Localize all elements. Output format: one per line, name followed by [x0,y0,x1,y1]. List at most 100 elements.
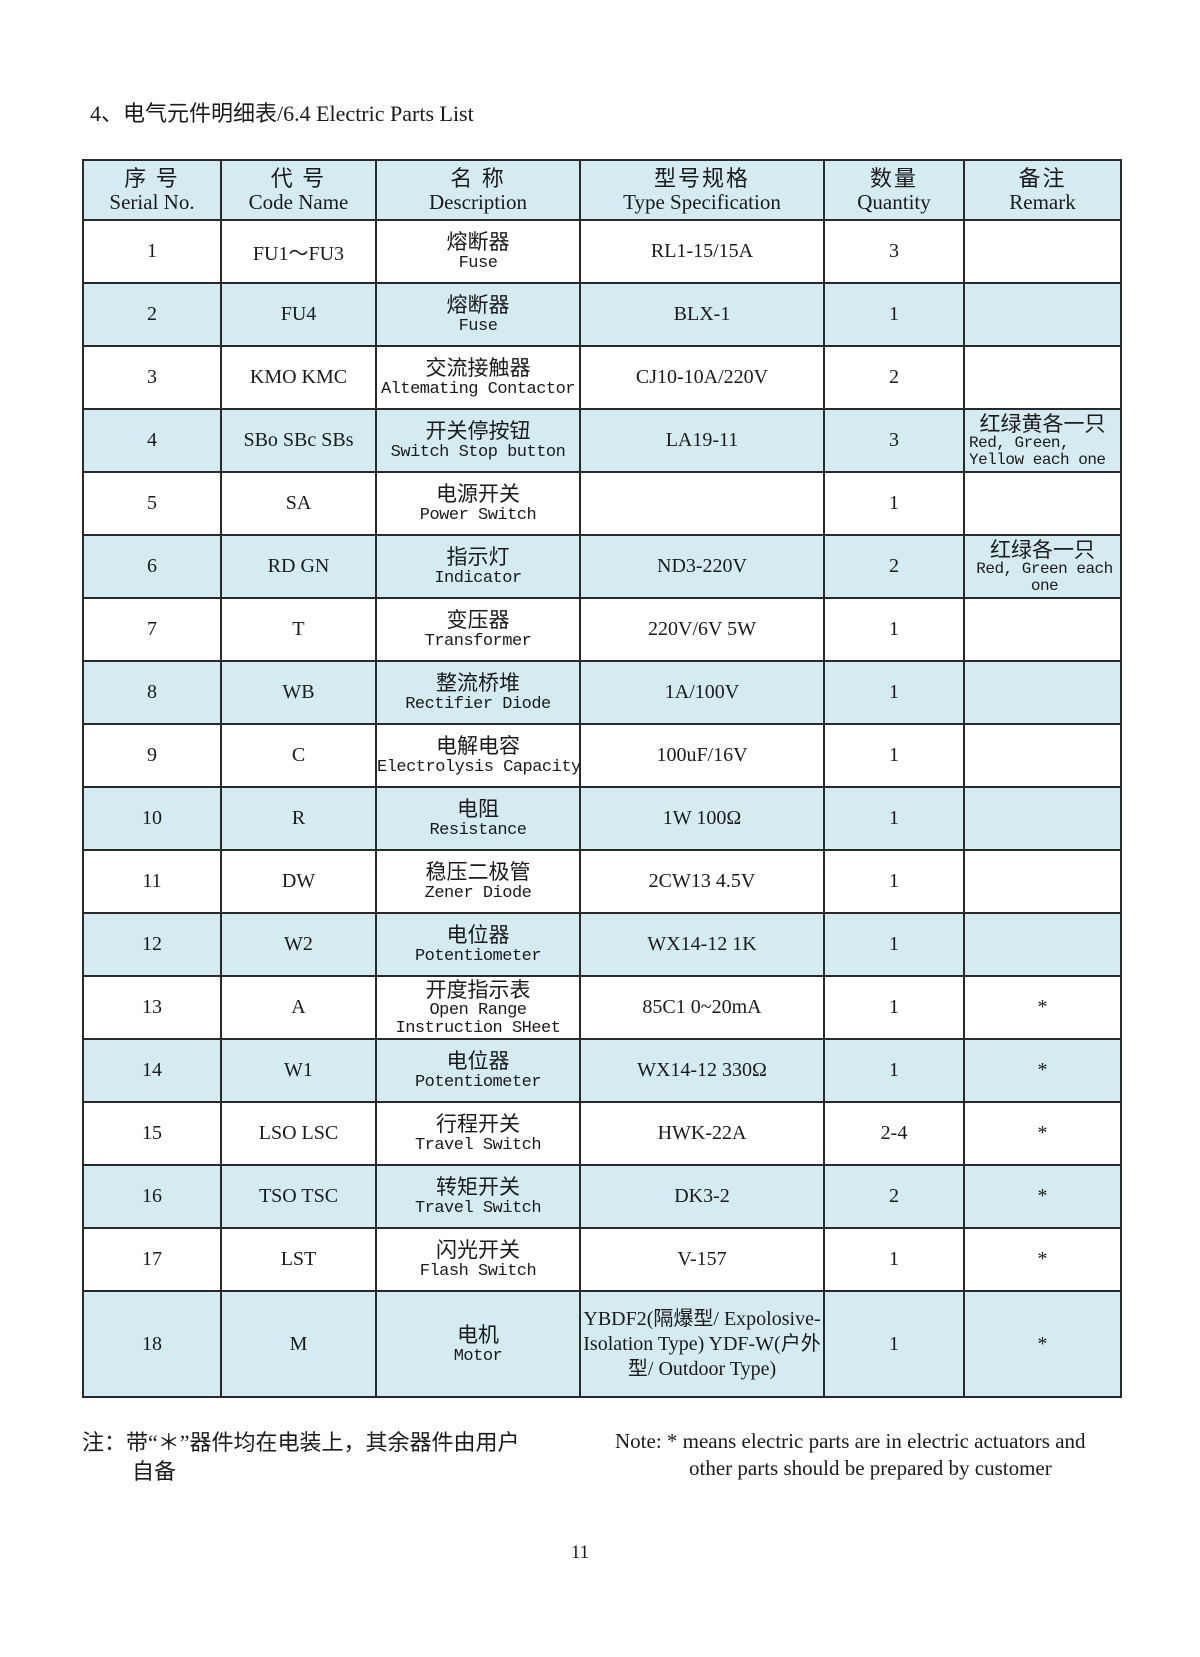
cell-quantity: 1 [823,282,965,347]
description-en: Power Switch [419,506,537,525]
cell-type-specification: RL1-15/15A [579,219,825,284]
cell-type-specification: YBDF2(隔爆型/ Expolosive-Isolation Type) YD… [579,1290,825,1398]
cell-serial-no: 12 [82,912,222,977]
cell-quantity: 3 [823,408,965,473]
cell-remark [963,282,1122,347]
cell-quantity: 2-4 [823,1101,965,1166]
header-en: Remark [1009,190,1076,214]
cell-code-name: FU4 [220,282,377,347]
description-cn: 熔断器 [446,230,510,254]
cell-description: 电机 Motor [375,1290,581,1398]
header-en: Serial No. [109,190,195,214]
header-cn: 序 号 [124,166,180,191]
header-remark: 备注 Remark [963,159,1122,221]
cell-remark: * [963,1164,1122,1229]
cell-code-name: C [220,723,377,788]
cell-code-name: SBo SBc SBs [220,408,377,473]
table-row: 3 KMO KMC 交流接触器 Altemating Contactor CJ10-10… [82,345,1122,410]
spec-text: ND3-220V [657,555,747,577]
cell-remark [963,723,1122,788]
cell-code-name: A [220,975,377,1040]
remark-en: Red, Green, Yellow each one [969,433,1106,469]
cell-description: 指示灯 Indicator [375,534,581,599]
cell-remark [963,660,1122,725]
table-row: 12 W2 电位器 Potentiometer WX14-12 1K 1 [82,912,1122,977]
description-en: Potentiometer [414,947,542,966]
description-en: Zener Diode [424,884,532,903]
table-row: 7 T 变压器 Transformer 220V/6V 5W 1 [82,597,1122,662]
cell-description: 电阻 Resistance [375,786,581,851]
description-cn: 电位器 [446,923,510,947]
cell-quantity: 3 [823,219,965,284]
cell-quantity: 1 [823,1227,965,1292]
cell-remark [963,471,1122,536]
table-row: 18 M 电机 Motor YBDF2(隔爆型/ Expolosive-Isolatio… [82,1290,1122,1398]
description-cn: 稳压二极管 [425,860,531,884]
cell-remark: * [963,1290,1122,1398]
cell-remark [963,219,1122,284]
spec-text: 220V/6V 5W [648,618,756,640]
cell-serial-no: 9 [82,723,222,788]
description-cn: 熔断器 [446,293,510,317]
cell-description: 交流接触器 Altemating Contactor [375,345,581,410]
cell-quantity: 2 [823,345,965,410]
table-row: 15 LSO LSC 行程开关 Travel Switch HWK-22A 2-4 * [82,1101,1122,1166]
cell-serial-no: 10 [82,786,222,851]
remark-cn: * [1037,1248,1048,1270]
spec-text: HWK-22A [657,1122,747,1144]
cell-remark: * [963,1038,1122,1103]
cell-type-specification: WX14-12 1K [579,912,825,977]
cell-serial-no: 5 [82,471,222,536]
description-cn: 开度指示表 [425,977,531,1002]
cell-serial-no: 2 [82,282,222,347]
table-row: 8 WB 整流桥堆 Rectifier Diode 1A/100V 1 [82,660,1122,725]
table-row: 9 C 电解电容 Electrolysis Capacity 100uF/16V 1 [82,723,1122,788]
cell-code-name: SA [220,471,377,536]
description-cn: 开关停按钮 [425,419,531,443]
cell-code-name: TSO TSC [220,1164,377,1229]
remark-cn: * [1037,1122,1048,1144]
table-row: 6 RD GN 指示灯 Indicator ND3-220V 2 红绿各一只 Red, Gre… [82,534,1122,599]
cell-description: 电位器 Potentiometer [375,912,581,977]
spec-text: CJ10-10A/220V [635,366,769,388]
description-en: Altemating Contactor [380,380,576,399]
description-cn: 变压器 [446,608,510,632]
spec-text: DK3-2 [674,1185,730,1207]
spec-text: 2CW13 4.5V [648,870,756,892]
cell-quantity: 1 [823,471,965,536]
cell-serial-no: 1 [82,219,222,284]
cell-code-name: W2 [220,912,377,977]
cell-code-name: M [220,1290,377,1398]
cell-type-specification: ND3-220V [579,534,825,599]
cell-serial-no: 6 [82,534,222,599]
description-en: Motor [453,1346,503,1366]
cell-code-name: T [220,597,377,662]
description-cn: 电解电容 [436,734,520,758]
description-cn: 交流接触器 [425,356,531,380]
description-en: Fuse [458,317,498,336]
cell-quantity: 1 [823,723,965,788]
header-cn: 代 号 [270,166,327,191]
note-en-line1: Note: * means electric parts are in elec… [615,1429,1086,1453]
cell-description: 变压器 Transformer [375,597,581,662]
header-cn: 型号规格 [653,166,750,191]
description-en: Potentiometer [414,1073,542,1092]
table-row: 5 SA 电源开关 Power Switch 1 [82,471,1122,536]
description-en: Travel Switch [414,1199,542,1218]
cell-remark: 红绿各一只 Red, Green each one [963,534,1122,599]
table-row: 2 FU4 熔断器 Fuse BLX-1 1 [82,282,1122,347]
cell-code-name: R [220,786,377,851]
cell-quantity: 1 [823,786,965,851]
header-cn: 备注 [1018,166,1067,191]
description-cn: 闪光开关 [436,1238,520,1262]
description-en: Open Range Instruction SHeet [395,1000,561,1038]
cell-quantity: 1 [823,597,965,662]
description-cn: 电机 [457,1322,499,1347]
cell-type-specification: 100uF/16V [579,723,825,788]
cell-serial-no: 3 [82,345,222,410]
cell-quantity: 1 [823,849,965,914]
table-row: 17 LST 闪光开关 Flash Switch V-157 1 * [82,1227,1122,1292]
cell-type-specification: 85C1 0~20mA [579,975,825,1040]
table-header-row: 序 号 Serial No. 代 号 Code Name 名 称 Description 型… [82,159,1122,221]
cell-type-specification: BLX-1 [579,282,825,347]
